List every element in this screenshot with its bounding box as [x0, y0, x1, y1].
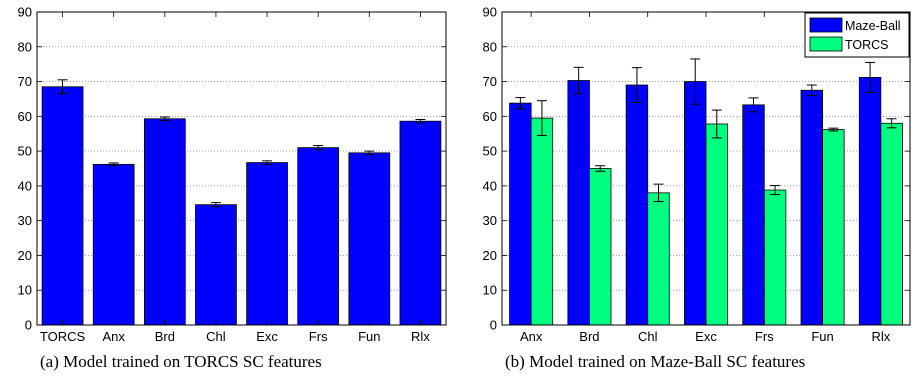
y-tick-label: 70 — [18, 74, 32, 89]
y-tick-label: 10 — [483, 283, 497, 298]
chart-panel-0: 0 10 20 30 40 50 60 70 80 90 TORCS Anx Brd Chl Exc Frs F… — [18, 5, 447, 344]
bar — [399, 120, 442, 326]
bar — [509, 102, 532, 326]
bar — [800, 89, 823, 326]
x-tick-label: Rlx — [871, 329, 890, 344]
bar — [684, 81, 707, 326]
y-tick-label: 20 — [483, 248, 497, 263]
y-tick-label: 0 — [490, 318, 497, 333]
bar — [348, 152, 391, 326]
x-tick-label: Fun — [811, 329, 833, 344]
bar — [822, 129, 845, 326]
legend: Maze-Ball TORCS — [804, 12, 910, 58]
x-tick-label: Brd — [579, 329, 599, 344]
y-tick-label: 30 — [18, 213, 32, 228]
bar — [195, 204, 237, 326]
bar — [589, 168, 612, 326]
x-tick-label: TORCS — [40, 329, 86, 344]
y-tick-label: 90 — [483, 5, 497, 20]
y-tick-label: 80 — [18, 39, 32, 54]
bar — [92, 163, 135, 326]
caption-right: (b) Model trained on Maze-Ball SC featur… — [505, 352, 806, 371]
x-tick-label: Anx — [520, 329, 543, 344]
bar — [647, 192, 670, 326]
bar — [567, 80, 590, 326]
bar — [530, 117, 554, 326]
y-tick-label: 0 — [25, 318, 32, 333]
y-tick-label: 50 — [18, 144, 32, 159]
x-tick-label: Rlx — [411, 329, 430, 344]
x-tick-label: Brd — [155, 329, 175, 344]
y-tick-label: 90 — [18, 5, 32, 20]
bar — [246, 162, 288, 326]
y-tick-label: 20 — [18, 248, 32, 263]
y-tick-label: 30 — [483, 213, 497, 228]
y-tick-label: 60 — [18, 109, 32, 124]
y-tick-label: 60 — [483, 109, 497, 124]
x-tick-label: Chl — [206, 329, 226, 344]
y-tick-label: 10 — [18, 283, 32, 298]
y-tick-label: 70 — [483, 74, 497, 89]
bar — [763, 189, 787, 326]
legend-label: TORCS — [845, 38, 889, 52]
bar — [705, 123, 728, 326]
bar — [880, 122, 903, 326]
chart-panel-1: 0 10 20 30 40 50 60 70 80 90 Anx Brd Chl Exc Frs Fun Rlx… — [483, 5, 911, 344]
y-tick-label: 40 — [18, 178, 32, 193]
legend-label: Maze-Ball — [845, 19, 901, 33]
x-tick-label: Exc — [256, 329, 278, 344]
bar — [297, 147, 340, 326]
bar — [143, 118, 186, 326]
bar — [41, 86, 84, 326]
bar — [742, 104, 765, 326]
caption-left: (a) Model trained on TORCS SC features — [40, 352, 322, 371]
legend-swatch — [809, 36, 843, 52]
y-tick-label: 40 — [483, 178, 497, 193]
bar — [858, 76, 882, 326]
y-tick-label: 50 — [483, 144, 497, 159]
x-tick-label: Anx — [102, 329, 125, 344]
x-tick-label: Frs — [755, 329, 774, 344]
plot-frame — [36, 11, 447, 326]
x-tick-label: Chl — [638, 329, 658, 344]
legend-swatch — [809, 17, 843, 33]
x-tick-label: Exc — [695, 329, 717, 344]
y-tick-label: 80 — [483, 39, 497, 54]
x-tick-label: Frs — [309, 329, 328, 344]
plot-frame — [501, 11, 911, 326]
bar — [625, 84, 649, 326]
x-tick-label: Fun — [358, 329, 380, 344]
